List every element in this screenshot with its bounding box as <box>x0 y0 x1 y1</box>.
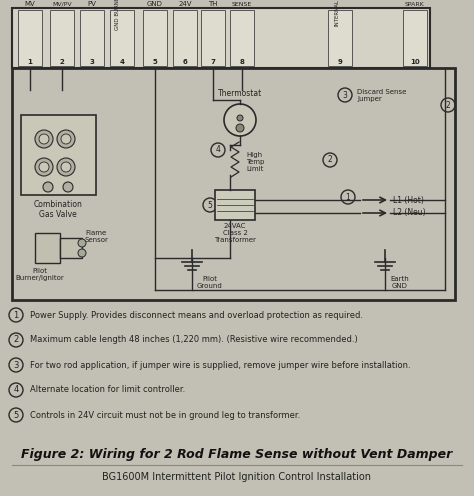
Text: 1: 1 <box>346 192 350 201</box>
Text: SENSE: SENSE <box>232 2 252 7</box>
Text: 10: 10 <box>410 59 420 65</box>
Text: Maximum cable length 48 inches (1,220 mm). (Resistive wire recommended.): Maximum cable length 48 inches (1,220 mm… <box>30 335 358 345</box>
Circle shape <box>224 104 256 136</box>
Text: 7: 7 <box>210 59 216 65</box>
Text: 3: 3 <box>13 361 18 370</box>
Text: Earth
GND: Earth GND <box>390 276 409 289</box>
Text: Discard Sense
Jumper: Discard Sense Jumper <box>357 88 406 102</box>
Text: 5: 5 <box>153 59 157 65</box>
Bar <box>328 10 352 66</box>
Circle shape <box>237 115 243 121</box>
Circle shape <box>78 239 86 247</box>
Text: PV: PV <box>88 1 96 7</box>
Bar <box>21 115 96 195</box>
Text: Flame
Sensor: Flame Sensor <box>85 230 109 243</box>
Text: 2: 2 <box>328 156 332 165</box>
Bar <box>230 10 254 66</box>
Bar <box>50 10 74 66</box>
Bar <box>110 10 134 66</box>
Circle shape <box>57 158 75 176</box>
Text: High
Temp
Limit: High Temp Limit <box>246 152 264 172</box>
Circle shape <box>39 162 49 172</box>
Bar <box>35 233 60 263</box>
Text: 4: 4 <box>13 385 18 394</box>
Text: BG1600M Intermittent Pilot Ignition Control Installation: BG1600M Intermittent Pilot Ignition Cont… <box>102 472 372 482</box>
Bar <box>201 10 225 66</box>
Text: GND BURNER: GND BURNER <box>115 0 120 30</box>
Text: 1: 1 <box>13 310 18 319</box>
Text: INTERNAL: INTERNAL <box>335 0 340 25</box>
Text: L2 (Neu): L2 (Neu) <box>393 208 426 218</box>
Circle shape <box>35 158 53 176</box>
Circle shape <box>35 130 53 148</box>
Text: SPARK: SPARK <box>405 2 425 7</box>
Text: 8: 8 <box>239 59 245 65</box>
Text: 5: 5 <box>13 411 18 420</box>
Text: GND: GND <box>147 1 163 7</box>
Text: Combination
Gas Valve: Combination Gas Valve <box>34 200 82 219</box>
Bar <box>80 10 104 66</box>
Circle shape <box>57 130 75 148</box>
Bar <box>215 190 255 220</box>
Text: For two rod application, if jumper wire is supplied, remove jumper wire before i: For two rod application, if jumper wire … <box>30 361 410 370</box>
Circle shape <box>78 249 86 257</box>
Circle shape <box>61 162 71 172</box>
Text: 24V: 24V <box>178 1 192 7</box>
Text: Pilot
Burner/Ignitor: Pilot Burner/Ignitor <box>16 268 64 281</box>
Text: MV/PV: MV/PV <box>52 2 72 7</box>
Text: 1: 1 <box>27 59 32 65</box>
Bar <box>173 10 197 66</box>
Text: 24VAC
Class 2
Transformer: 24VAC Class 2 Transformer <box>214 223 256 243</box>
Circle shape <box>63 182 73 192</box>
Circle shape <box>236 124 244 132</box>
Text: 2: 2 <box>13 335 18 345</box>
Text: 5: 5 <box>208 200 212 209</box>
Bar <box>403 10 427 66</box>
Text: TH: TH <box>208 1 218 7</box>
Text: MV: MV <box>25 1 36 7</box>
Circle shape <box>61 134 71 144</box>
Bar <box>143 10 167 66</box>
Circle shape <box>43 182 53 192</box>
Bar <box>18 10 42 66</box>
Text: 2: 2 <box>446 101 450 110</box>
Text: 4: 4 <box>119 59 125 65</box>
Text: Figure 2: Wiring for 2 Rod Flame Sense without Vent Damper: Figure 2: Wiring for 2 Rod Flame Sense w… <box>21 448 453 461</box>
Text: 6: 6 <box>182 59 187 65</box>
Text: Controls in 24V circuit must not be in ground leg to transformer.: Controls in 24V circuit must not be in g… <box>30 411 300 420</box>
Text: Power Supply. Provides disconnect means and overload protection as required.: Power Supply. Provides disconnect means … <box>30 310 363 319</box>
Text: 9: 9 <box>337 59 342 65</box>
Bar <box>60 238 82 258</box>
Circle shape <box>39 134 49 144</box>
Text: Alternate location for limit controller.: Alternate location for limit controller. <box>30 385 185 394</box>
Text: Thermostat: Thermostat <box>218 89 262 98</box>
Text: Pilot
Ground: Pilot Ground <box>197 276 223 289</box>
Text: 2: 2 <box>60 59 64 65</box>
Text: 3: 3 <box>343 90 347 100</box>
Bar <box>12 8 430 68</box>
Text: 3: 3 <box>90 59 94 65</box>
Text: L1 (Hot): L1 (Hot) <box>393 195 424 204</box>
Text: 4: 4 <box>216 145 220 154</box>
Bar <box>12 68 455 300</box>
